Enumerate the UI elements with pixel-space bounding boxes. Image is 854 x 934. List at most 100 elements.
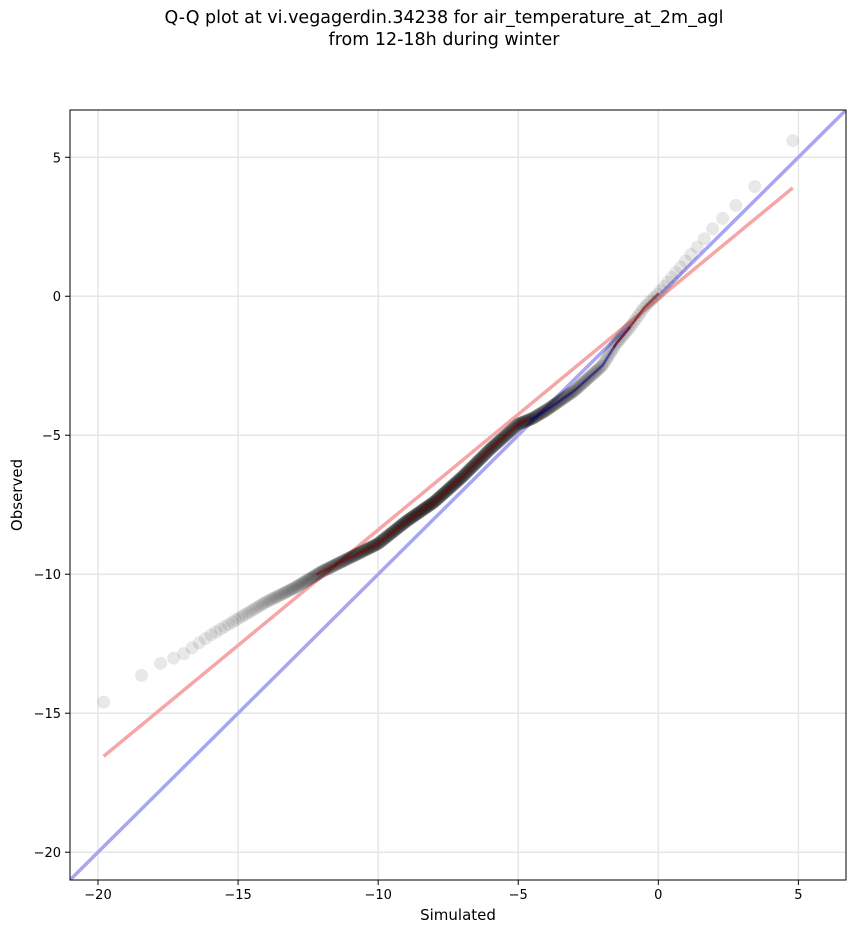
y-axis-label: Observed [8, 459, 26, 531]
data-point [192, 636, 206, 650]
y-tick-label: 5 [53, 151, 61, 166]
x-tick-label: −20 [84, 888, 111, 903]
chart-title: Q-Q plot at vi.vegagerdin.34238 for air_… [0, 7, 854, 51]
data-point [296, 576, 310, 590]
highlight-segment [528, 325, 632, 421]
data-point [97, 695, 111, 709]
x-tick-label: −10 [364, 888, 391, 903]
data-point [185, 641, 199, 655]
plot-frame [69, 109, 847, 881]
data-point [253, 599, 267, 613]
reference-line-identity [70, 110, 846, 880]
data-point [716, 211, 730, 225]
data-point [297, 575, 311, 589]
data-point [302, 572, 316, 586]
data-point [301, 573, 315, 587]
data-point [697, 232, 711, 246]
x-tick-label: 0 [654, 888, 662, 903]
data-point [690, 240, 704, 254]
data-point [281, 584, 295, 598]
highlight-segments [315, 292, 660, 576]
data-point [272, 588, 286, 602]
data-point [257, 596, 271, 610]
data-point [673, 260, 687, 274]
data-point [291, 579, 305, 593]
data-point [235, 609, 249, 623]
data-point [277, 586, 291, 600]
data-point [292, 578, 306, 592]
data-point [285, 582, 299, 596]
data-point [304, 571, 318, 585]
y-tick-label: 0 [53, 290, 61, 305]
data-point [678, 254, 692, 268]
data-point [288, 581, 302, 595]
data-point [198, 632, 212, 646]
data-point [204, 628, 218, 642]
data-point [229, 613, 243, 627]
reference-lines [70, 110, 846, 880]
data-point [167, 651, 181, 665]
data-point [289, 580, 303, 594]
data-point [284, 583, 298, 597]
y-tick-label: −5 [42, 429, 61, 444]
data-point [222, 617, 236, 631]
data-point [303, 572, 317, 586]
x-tick-label: −5 [509, 888, 528, 903]
reference-line-fit [102, 186, 794, 758]
data-point [263, 593, 277, 607]
data-point [218, 620, 232, 634]
data-point [177, 647, 191, 661]
x-tick-label: 5 [794, 888, 802, 903]
data-point [243, 604, 257, 618]
chart-title-line-2: from 12-18h during winter [328, 30, 560, 50]
data-point [293, 578, 307, 592]
data-point [232, 611, 246, 625]
data-points [97, 134, 800, 709]
data-point [657, 280, 671, 294]
data-point [238, 608, 252, 622]
data-point [271, 589, 285, 603]
data-point [669, 266, 683, 280]
data-point [786, 134, 800, 148]
data-point [706, 222, 720, 236]
data-point [286, 581, 300, 595]
data-point [294, 577, 308, 591]
data-point [299, 574, 313, 588]
data-point [255, 597, 269, 611]
axis-ticks: −20 −15 −10 −5 0 5 −20 −15 −10 −5 0 5 [34, 151, 803, 903]
data-point [225, 615, 239, 629]
x-tick-label: −15 [224, 888, 251, 903]
data-point [274, 588, 288, 602]
y-tick-label: −10 [34, 568, 61, 583]
data-point [260, 595, 274, 609]
data-point [298, 575, 312, 589]
data-point [265, 592, 279, 606]
y-tick-label: −20 [34, 846, 61, 861]
y-tick-label: −15 [34, 707, 61, 722]
highlight-segment [315, 418, 530, 576]
chart-title-line-1: Q-Q plot at vi.vegagerdin.34238 for air_… [164, 8, 724, 28]
data-point [305, 570, 319, 584]
data-point [209, 625, 223, 639]
data-point [279, 585, 293, 599]
data-point [282, 584, 296, 598]
data-point [729, 198, 743, 212]
highlight-segment [612, 292, 660, 349]
data-point [269, 590, 283, 604]
data-point [665, 271, 679, 285]
x-axis-label: Simulated [420, 906, 496, 924]
data-point [661, 275, 675, 289]
data-point [276, 587, 290, 601]
data-point [267, 591, 281, 605]
data-point [241, 606, 255, 620]
data-point [154, 656, 168, 670]
data-point [213, 622, 227, 636]
data-point [684, 248, 698, 262]
data-point [246, 603, 260, 617]
data-point [262, 594, 276, 608]
data-point [748, 180, 762, 194]
data-point [135, 668, 149, 682]
data-point [248, 601, 262, 615]
grid [70, 110, 846, 880]
